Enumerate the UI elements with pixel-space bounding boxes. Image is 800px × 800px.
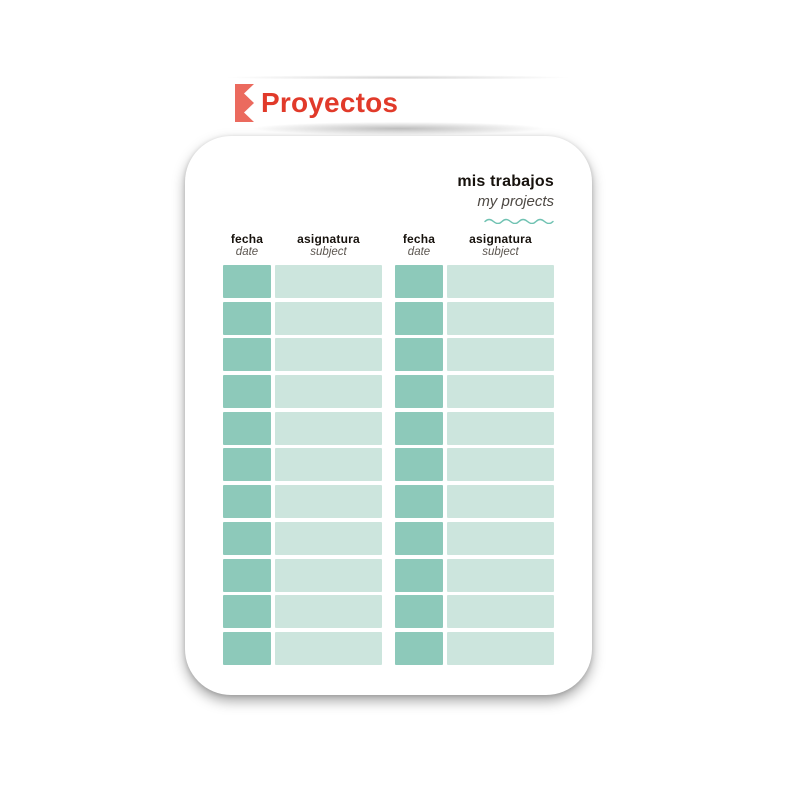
table-row [223, 631, 382, 665]
subject-cell [447, 485, 554, 519]
date-cell [395, 521, 443, 555]
card-title: mis trabajos [457, 173, 554, 190]
subject-cell [447, 411, 554, 445]
rows-left [223, 265, 382, 665]
subject-header-sublabel: subject [482, 246, 519, 258]
date-column-header: fecha date [223, 232, 271, 259]
date-header-label: fecha [230, 232, 264, 246]
subject-cell [275, 411, 382, 445]
subject-cell [275, 595, 382, 629]
page-title: Proyectos [261, 87, 399, 118]
date-cell [223, 411, 271, 445]
card-subtitle: my projects [477, 193, 554, 210]
subject-cell [447, 521, 554, 555]
date-cell [395, 595, 443, 629]
date-cell [223, 521, 271, 555]
date-cell [223, 631, 271, 665]
date-header-label: fecha [402, 232, 436, 246]
table-row [395, 411, 554, 445]
subject-cell [275, 375, 382, 409]
date-cell [395, 631, 443, 665]
table-row [395, 631, 554, 665]
date-cell [395, 411, 443, 445]
table-row [223, 338, 382, 372]
page-header: Proyectos [235, 84, 398, 122]
date-cell [395, 265, 443, 298]
table-row [223, 595, 382, 629]
table-row [395, 521, 554, 555]
table-row [395, 485, 554, 519]
subject-cell [447, 265, 554, 298]
date-cell [395, 448, 443, 482]
banner-bar [212, 79, 584, 121]
table-row [395, 338, 554, 372]
table-row [223, 448, 382, 482]
table-row [223, 411, 382, 445]
date-header-sublabel: date [407, 246, 431, 258]
banner-top-edge [210, 75, 586, 80]
planner-card: mis trabajos my projects fecha date asig… [185, 136, 592, 695]
table-row [223, 301, 382, 335]
date-cell [223, 485, 271, 519]
date-cell [223, 448, 271, 482]
subject-cell [447, 301, 554, 335]
wavy-underline [484, 218, 554, 224]
date-cell [395, 558, 443, 592]
subject-cell [275, 521, 382, 555]
table-row [223, 521, 382, 555]
date-cell [223, 301, 271, 335]
table-row [395, 265, 554, 298]
date-cell [395, 485, 443, 519]
date-header-sublabel: date [235, 246, 259, 258]
subject-cell [447, 631, 554, 665]
rows-right [395, 265, 554, 665]
date-cell [223, 558, 271, 592]
column-headers: fecha date asignatura subject [223, 232, 382, 259]
subject-column-header: asignatura subject [275, 232, 382, 259]
table-row [395, 595, 554, 629]
subject-cell [275, 338, 382, 372]
date-column-header: fecha date [395, 232, 443, 259]
table-row [223, 375, 382, 409]
date-cell [395, 338, 443, 372]
date-cell [223, 265, 271, 298]
subject-cell [447, 448, 554, 482]
subject-header-sublabel: subject [310, 246, 347, 258]
subject-cell [447, 595, 554, 629]
card-header: mis trabajos my projects [457, 172, 554, 224]
column-headers: fecha date asignatura subject [395, 232, 554, 259]
subject-cell [275, 448, 382, 482]
date-cell [395, 301, 443, 335]
table-group-right: fecha date asignatura subject [395, 232, 554, 665]
subject-cell [447, 338, 554, 372]
date-cell [223, 375, 271, 409]
subject-column-header: asignatura subject [447, 232, 554, 259]
table-row [395, 448, 554, 482]
subject-cell [275, 631, 382, 665]
table-row [223, 558, 382, 592]
subject-cell [275, 301, 382, 335]
subject-cell [447, 558, 554, 592]
zigzag-bookmark-icon [235, 84, 254, 122]
table-row [395, 375, 554, 409]
date-cell [395, 375, 443, 409]
subject-header-label: asignatura [469, 232, 532, 246]
date-cell [223, 595, 271, 629]
table-row [223, 265, 382, 298]
table-row [395, 558, 554, 592]
table-row [223, 485, 382, 519]
table-row [395, 301, 554, 335]
table-group-left: fecha date asignatura subject [223, 232, 382, 665]
subject-cell [275, 558, 382, 592]
banner-drop-shadow [210, 120, 586, 137]
subject-cell [275, 265, 382, 298]
projects-table: fecha date asignatura subject fecha date… [223, 232, 554, 665]
subject-header-label: asignatura [297, 232, 360, 246]
date-cell [223, 338, 271, 372]
subject-cell [447, 375, 554, 409]
subject-cell [275, 485, 382, 519]
